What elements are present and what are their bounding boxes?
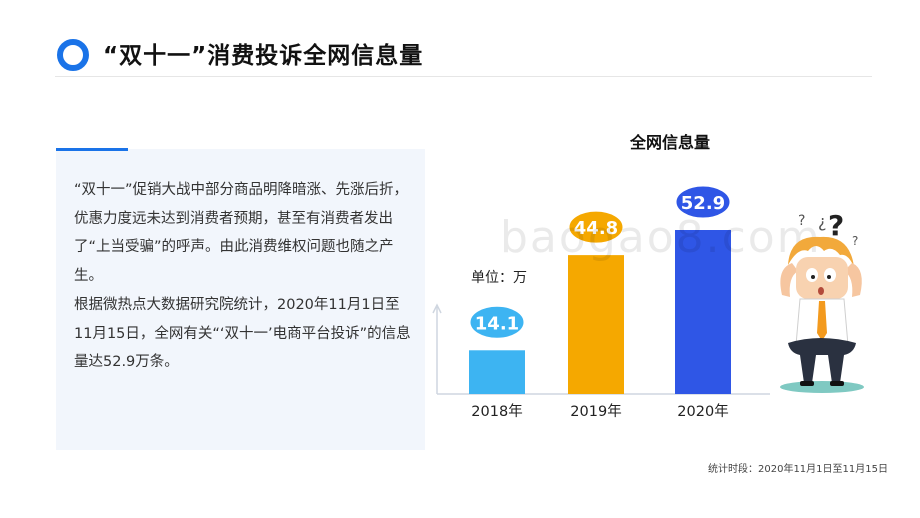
panel-paragraph-2: 根据微热点大数据研究院统计，2020年11月1日至11月15日，全网有关“‘双十… xyxy=(74,297,411,370)
footnote: 统计时段：2020年11月1日至11月15日 xyxy=(708,464,888,475)
bar-3 xyxy=(675,230,731,394)
panel-text: “双十一”促销大战中部分商品明降暗涨、先涨后折，优惠力度远未达到消费者预期，甚至… xyxy=(74,176,412,378)
title-divider xyxy=(55,76,872,77)
x-tick-label-1: 2018年 xyxy=(471,403,522,420)
panel-paragraph-1: “双十一”促销大战中部分商品明降暗涨、先涨后折，优惠力度远未达到消费者预期，甚至… xyxy=(74,182,409,284)
x-tick-label-2: 2019年 xyxy=(570,403,621,420)
svg-text:?: ? xyxy=(852,234,858,248)
value-bubble-2 xyxy=(566,208,626,246)
svg-text:?: ? xyxy=(828,209,844,242)
page-title: “双十一”消费投诉全网信息量 xyxy=(103,43,424,69)
chart-title: 全网信息量 xyxy=(629,133,710,152)
watermark: baogao8.com xyxy=(500,212,822,263)
svg-text:?: ? xyxy=(798,213,805,229)
bar-1 xyxy=(469,350,525,394)
data-label-1: 14.1 xyxy=(475,313,519,334)
y-axis-arrow xyxy=(432,303,442,314)
confused-man-icon: ? ? ¿ ? xyxy=(780,209,864,393)
unit-label: 单位：万 xyxy=(471,270,527,286)
panel-accent-bar xyxy=(56,148,128,151)
svg-text:¿: ¿ xyxy=(818,212,827,231)
value-bubble-1 xyxy=(467,303,527,341)
x-tick-label-3: 2020年 xyxy=(677,403,728,420)
text-panel xyxy=(56,149,425,450)
data-label-3: 52.9 xyxy=(681,193,725,214)
bar-2 xyxy=(568,255,624,394)
value-bubble-3 xyxy=(673,183,733,221)
title-circle-icon xyxy=(57,39,89,71)
data-label-2: 44.8 xyxy=(574,218,618,239)
